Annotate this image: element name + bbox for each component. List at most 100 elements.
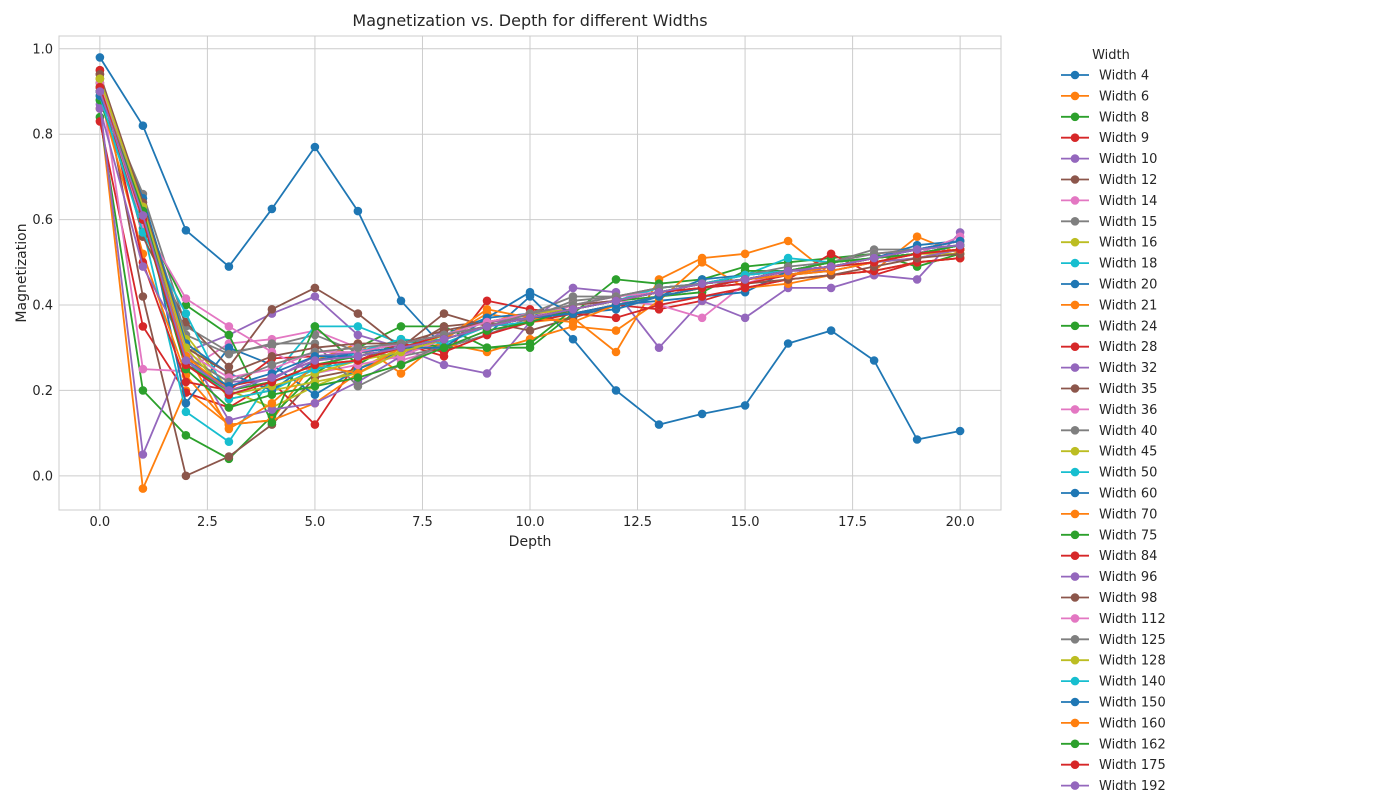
x-tick-label: 2.5 bbox=[197, 515, 218, 530]
data-point bbox=[525, 313, 535, 323]
data-point bbox=[224, 437, 234, 447]
legend-label: Width 36 bbox=[1099, 403, 1157, 418]
legend-marker bbox=[1070, 697, 1080, 707]
data-point bbox=[95, 104, 105, 113]
legend-item: Width 175 bbox=[1061, 758, 1166, 773]
legend-item: Width 4 bbox=[1061, 69, 1149, 84]
legend-item: Width 9 bbox=[1061, 131, 1149, 146]
x-tick-label: 10.0 bbox=[516, 515, 545, 530]
data-point bbox=[138, 121, 148, 130]
legend-marker bbox=[1070, 363, 1080, 372]
data-point bbox=[138, 484, 148, 493]
data-point bbox=[310, 292, 320, 301]
data-point bbox=[267, 352, 277, 361]
y-tick-label: 0.4 bbox=[32, 299, 53, 314]
legend-label: Width 192 bbox=[1099, 779, 1166, 794]
data-point bbox=[568, 317, 578, 327]
data-point bbox=[95, 74, 105, 83]
legend-item: Width 36 bbox=[1061, 403, 1157, 418]
legend-label: Width 112 bbox=[1099, 612, 1166, 627]
legend-label: Width 75 bbox=[1099, 528, 1157, 543]
legend-item: Width 192 bbox=[1061, 779, 1166, 794]
data-point bbox=[697, 313, 707, 323]
legend-marker bbox=[1070, 91, 1080, 101]
data-point bbox=[654, 420, 664, 429]
y-tick-label: 0.2 bbox=[32, 384, 53, 399]
legend-marker bbox=[1070, 70, 1080, 80]
legend-marker bbox=[1070, 739, 1080, 749]
data-point bbox=[310, 283, 320, 293]
legend-label: Width 45 bbox=[1099, 445, 1157, 460]
legend-marker bbox=[1070, 405, 1080, 414]
data-point bbox=[138, 386, 148, 395]
data-point bbox=[181, 471, 191, 481]
x-tick-label: 5.0 bbox=[305, 515, 326, 530]
data-point bbox=[697, 279, 707, 289]
x-tick-label: 15.0 bbox=[731, 515, 760, 530]
data-point bbox=[611, 326, 621, 335]
data-point bbox=[396, 343, 406, 353]
legend-item: Width 162 bbox=[1061, 737, 1166, 752]
x-tick-label: 20.0 bbox=[946, 515, 975, 530]
data-point bbox=[138, 322, 148, 331]
data-point bbox=[181, 226, 191, 235]
data-point bbox=[912, 275, 922, 284]
data-point bbox=[267, 339, 277, 348]
data-point bbox=[267, 204, 277, 214]
legend-label: Width 140 bbox=[1099, 675, 1166, 690]
data-point bbox=[396, 369, 406, 378]
y-tick-label: 0.0 bbox=[32, 469, 53, 484]
legend-item: Width 96 bbox=[1061, 570, 1157, 585]
legend-item: Width 20 bbox=[1061, 278, 1157, 293]
data-point bbox=[826, 249, 836, 259]
data-point bbox=[568, 305, 578, 314]
legend-marker bbox=[1070, 196, 1080, 205]
legend-label: Width 6 bbox=[1099, 89, 1149, 104]
data-point bbox=[912, 245, 922, 254]
legend-label: Width 128 bbox=[1099, 654, 1166, 669]
legend-marker bbox=[1070, 655, 1080, 665]
legend-marker bbox=[1070, 237, 1080, 247]
data-point bbox=[310, 420, 320, 429]
data-point bbox=[482, 305, 492, 314]
legend-marker bbox=[1070, 572, 1080, 581]
data-point bbox=[353, 322, 363, 331]
data-point bbox=[224, 386, 234, 395]
data-point bbox=[138, 450, 148, 459]
data-point bbox=[654, 300, 664, 310]
data-point bbox=[396, 296, 406, 306]
legend-label: Width 175 bbox=[1099, 758, 1166, 773]
legend-item: Width 112 bbox=[1061, 612, 1166, 627]
legend-item: Width 15 bbox=[1061, 215, 1157, 230]
legend-marker bbox=[1070, 217, 1080, 226]
series-width-192 bbox=[95, 87, 965, 395]
legend-label: Width 14 bbox=[1099, 194, 1157, 209]
legend-item: Width 70 bbox=[1061, 507, 1157, 522]
data-point bbox=[439, 360, 449, 370]
data-point bbox=[310, 322, 320, 331]
legend-marker bbox=[1070, 530, 1080, 540]
legend-label: Width 150 bbox=[1099, 696, 1166, 711]
data-point bbox=[310, 142, 320, 152]
legend-marker bbox=[1070, 342, 1080, 352]
legend-marker bbox=[1070, 154, 1080, 163]
legend-label: Width 70 bbox=[1099, 507, 1157, 522]
legend-item: Width 75 bbox=[1061, 528, 1157, 543]
data-point bbox=[869, 356, 879, 365]
data-point bbox=[224, 362, 234, 372]
legend-label: Width 60 bbox=[1099, 487, 1157, 502]
data-point bbox=[310, 398, 320, 408]
data-point bbox=[912, 435, 922, 444]
legend-item: Width 32 bbox=[1061, 361, 1157, 376]
legend-item: Width 12 bbox=[1061, 173, 1157, 188]
legend-marker bbox=[1070, 426, 1080, 435]
data-point bbox=[611, 275, 621, 284]
data-point bbox=[525, 326, 535, 335]
legend-item: Width 14 bbox=[1061, 194, 1157, 209]
data-point bbox=[181, 317, 191, 327]
legend-label: Width 20 bbox=[1099, 278, 1157, 293]
legend-label: Width 15 bbox=[1099, 215, 1157, 230]
legend-label: Width 9 bbox=[1099, 131, 1149, 146]
legend-item: Width 16 bbox=[1061, 236, 1157, 251]
legend: Width Width 4 Width 6 Width 8 Width 9 Width … bbox=[1061, 48, 1166, 794]
